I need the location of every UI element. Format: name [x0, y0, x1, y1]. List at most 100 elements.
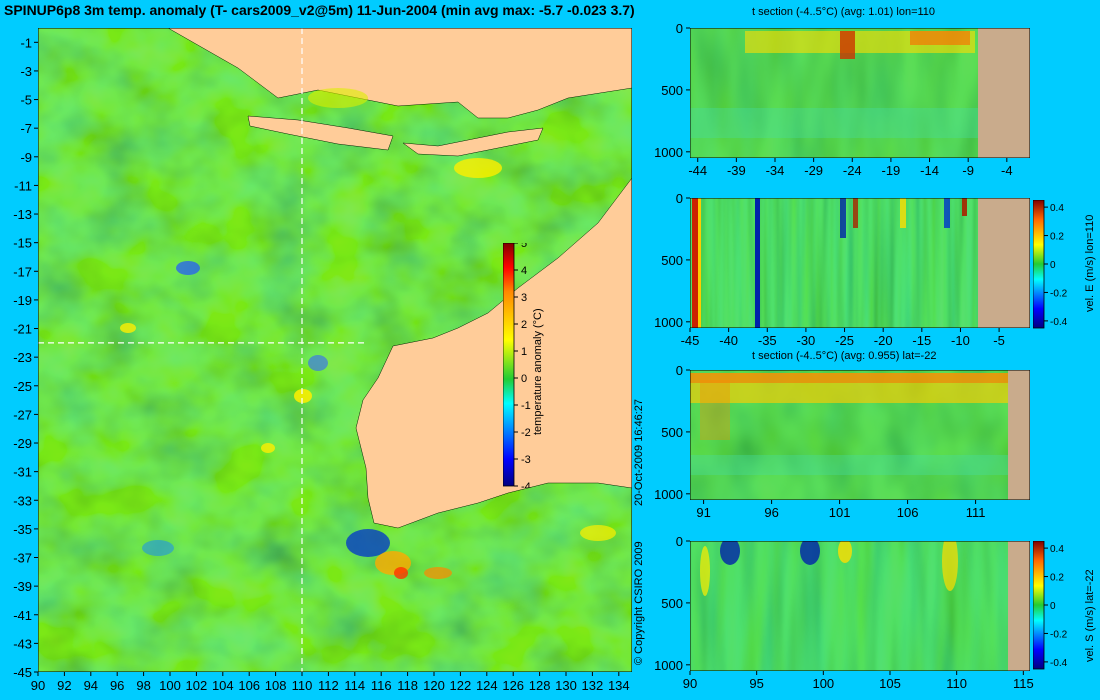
map-ytick-label: -45 — [13, 665, 32, 680]
map-xtick-label: 130 — [555, 678, 577, 693]
map-ytick-label: -39 — [13, 579, 32, 594]
panel-ytick-label: 0 — [676, 534, 683, 549]
tsec-lon-panel[interactable] — [690, 28, 1030, 158]
panel-ytick-label: 1000 — [654, 315, 683, 330]
map-xtick-label: 106 — [238, 678, 260, 693]
tsec-lat-panel[interactable] — [690, 370, 1030, 500]
map-colorbar-tick-label: -1 — [521, 400, 531, 412]
panel-ytick-label: 0 — [676, 191, 683, 206]
map-xtick-label: 120 — [423, 678, 445, 693]
panel-xtick-label: 91 — [696, 505, 710, 520]
panel-xtick-label: -44 — [688, 163, 707, 178]
panel-xtick-label: 115 — [1013, 676, 1034, 691]
panel-xtick-label: -15 — [912, 333, 931, 348]
map-colorbar: 5 4 3 2 1 0 -1 -2 -3 -4 — [503, 243, 531, 488]
panel-ytick-label: 0 — [676, 363, 683, 378]
panel-xtick-label: 100 — [812, 676, 834, 691]
panel-xtick-label: 106 — [897, 505, 919, 520]
temperature-anomaly-map[interactable] — [38, 28, 632, 672]
panel-xtick-label: 95 — [749, 676, 763, 691]
panel-xtick-label: 90 — [683, 676, 697, 691]
map-ytick-label: -29 — [13, 436, 32, 451]
map-colorbar-tick-label: 4 — [521, 265, 527, 277]
colorbar-tick-label: 0.4 — [1050, 203, 1064, 214]
vel-e-panel[interactable] — [690, 198, 1030, 328]
panel-ytick-label: 500 — [661, 425, 683, 440]
vel-s-colorbar: 0.4 0.2 0 -0.2 -0.4 — [1033, 541, 1068, 670]
map-colorbar-tick-label: 0 — [521, 373, 527, 385]
tsec-lon-land — [978, 28, 1030, 158]
panel-xtick-label: -4 — [1001, 163, 1013, 178]
panel-xtick-label: -19 — [882, 163, 901, 178]
panel-xtick-label: -24 — [843, 163, 862, 178]
map-xtick-label: 134 — [608, 678, 630, 693]
panel-xtick-label: 105 — [879, 676, 901, 691]
map-colorbar-tick-label: -4 — [521, 481, 531, 488]
panel-ytick-label: 1000 — [654, 145, 683, 160]
map-ytick-label: -41 — [13, 608, 32, 623]
colorbar-tick-label: 0 — [1050, 260, 1056, 271]
map-xtick-label: 112 — [318, 678, 339, 693]
map-ytick-label: -3 — [20, 64, 32, 79]
colorbar-tick-label: -0.4 — [1050, 658, 1068, 669]
map-ytick-label: -1 — [20, 35, 32, 50]
panel-xtick-label: -5 — [993, 333, 1005, 348]
panel-xtick-label: -29 — [804, 163, 823, 178]
map-xtick-label: 104 — [212, 678, 234, 693]
panel-ytick-label: 500 — [661, 596, 683, 611]
map-ytick-label: -17 — [13, 264, 32, 279]
map-xtick-label: 96 — [110, 678, 124, 693]
map-xtick-label: 102 — [186, 678, 208, 693]
panel-xtick-label: -9 — [962, 163, 974, 178]
vel-e-colorbar: 0.4 0.2 0 -0.2 -0.4 — [1033, 200, 1068, 329]
panel-xtick-label: -39 — [727, 163, 746, 178]
map-colorbar-tick-label: 3 — [521, 292, 527, 304]
timestamp-text: 20-Oct-2009 16:46:27 — [633, 398, 645, 506]
panel-ytick-label: 500 — [661, 253, 683, 268]
map-ytick-label: -43 — [13, 636, 32, 651]
map-ytick-label: -15 — [13, 236, 32, 251]
panel-ytick-label: 1000 — [654, 658, 683, 673]
map-xtick-label: 110 — [292, 678, 313, 693]
panel-xtick-label: -10 — [951, 333, 970, 348]
panel-ytick-label: 500 — [661, 83, 683, 98]
vel-s-panel[interactable] — [690, 541, 1030, 671]
colorbar-tick-label: 0.4 — [1050, 544, 1064, 555]
map-xtick-label: 132 — [582, 678, 604, 693]
copyright-text: © Copyright CSIRO 2009 — [633, 541, 645, 665]
panel-xtick-label: -34 — [766, 163, 785, 178]
map-xtick-label: 126 — [502, 678, 524, 693]
map-ytick-label: -27 — [13, 407, 32, 422]
java-island — [247, 115, 394, 151]
map-xtick-label: 98 — [136, 678, 150, 693]
colorbar-tick-label: -0.2 — [1050, 629, 1068, 640]
panel-ytick-label: 0 — [676, 21, 683, 36]
map-xtick-label: 114 — [344, 678, 365, 693]
tsec-lat-title: t section (-4..5°C) (avg: 0.955) lat=-22 — [752, 350, 937, 362]
map-colorbar-tick-label: 2 — [521, 319, 527, 331]
panel-ytick-label: 1000 — [654, 487, 683, 502]
map-xtick-label: 124 — [476, 678, 498, 693]
page-title: SPINUP6p8 3m temp. anomaly (T- cars2009_… — [4, 2, 635, 18]
colorbar-tick-label: -0.2 — [1050, 288, 1068, 299]
java-sumatra-landmass — [167, 28, 632, 119]
panel-xtick-label: -30 — [797, 333, 816, 348]
map-ytick-label: -25 — [13, 379, 32, 394]
map-ytick-label: -9 — [20, 150, 32, 165]
map-xtick-label: 122 — [450, 678, 472, 693]
map-xtick-label: 128 — [529, 678, 551, 693]
panel-xtick-label: -35 — [758, 333, 777, 348]
map-ytick-label: -35 — [13, 522, 32, 537]
colorbar-tick-label: 0.2 — [1050, 232, 1064, 243]
map-colorbar-gradient — [503, 243, 515, 487]
map-xtick-label: 90 — [31, 678, 45, 693]
map-ytick-label: -37 — [13, 551, 32, 566]
map-ytick-label: -7 — [20, 121, 32, 136]
map-ytick-label: -5 — [20, 93, 32, 108]
map-anomaly-blobs — [120, 88, 616, 579]
map-colorbar-tick-label: 1 — [521, 346, 527, 358]
panel-xtick-label: -20 — [874, 333, 893, 348]
panel-xtick-label: 110 — [946, 676, 967, 691]
nusa-tenggara-islands — [402, 127, 544, 157]
map-xtick-label: 92 — [57, 678, 71, 693]
